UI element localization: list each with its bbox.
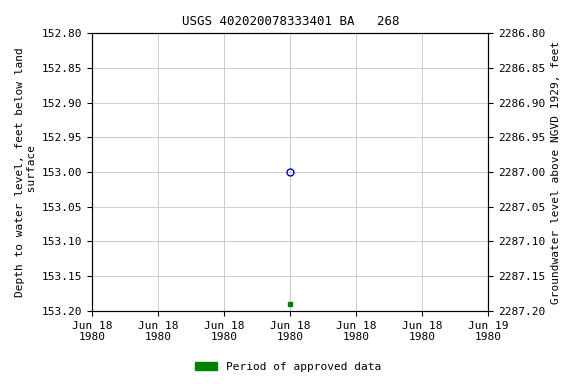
Title: USGS 402020078333401 BA   268: USGS 402020078333401 BA 268 (181, 15, 399, 28)
Y-axis label: Groundwater level above NGVD 1929, feet: Groundwater level above NGVD 1929, feet (551, 40, 561, 304)
Y-axis label: Depth to water level, feet below land
 surface: Depth to water level, feet below land su… (15, 47, 37, 297)
Legend: Period of approved data: Period of approved data (191, 358, 385, 377)
